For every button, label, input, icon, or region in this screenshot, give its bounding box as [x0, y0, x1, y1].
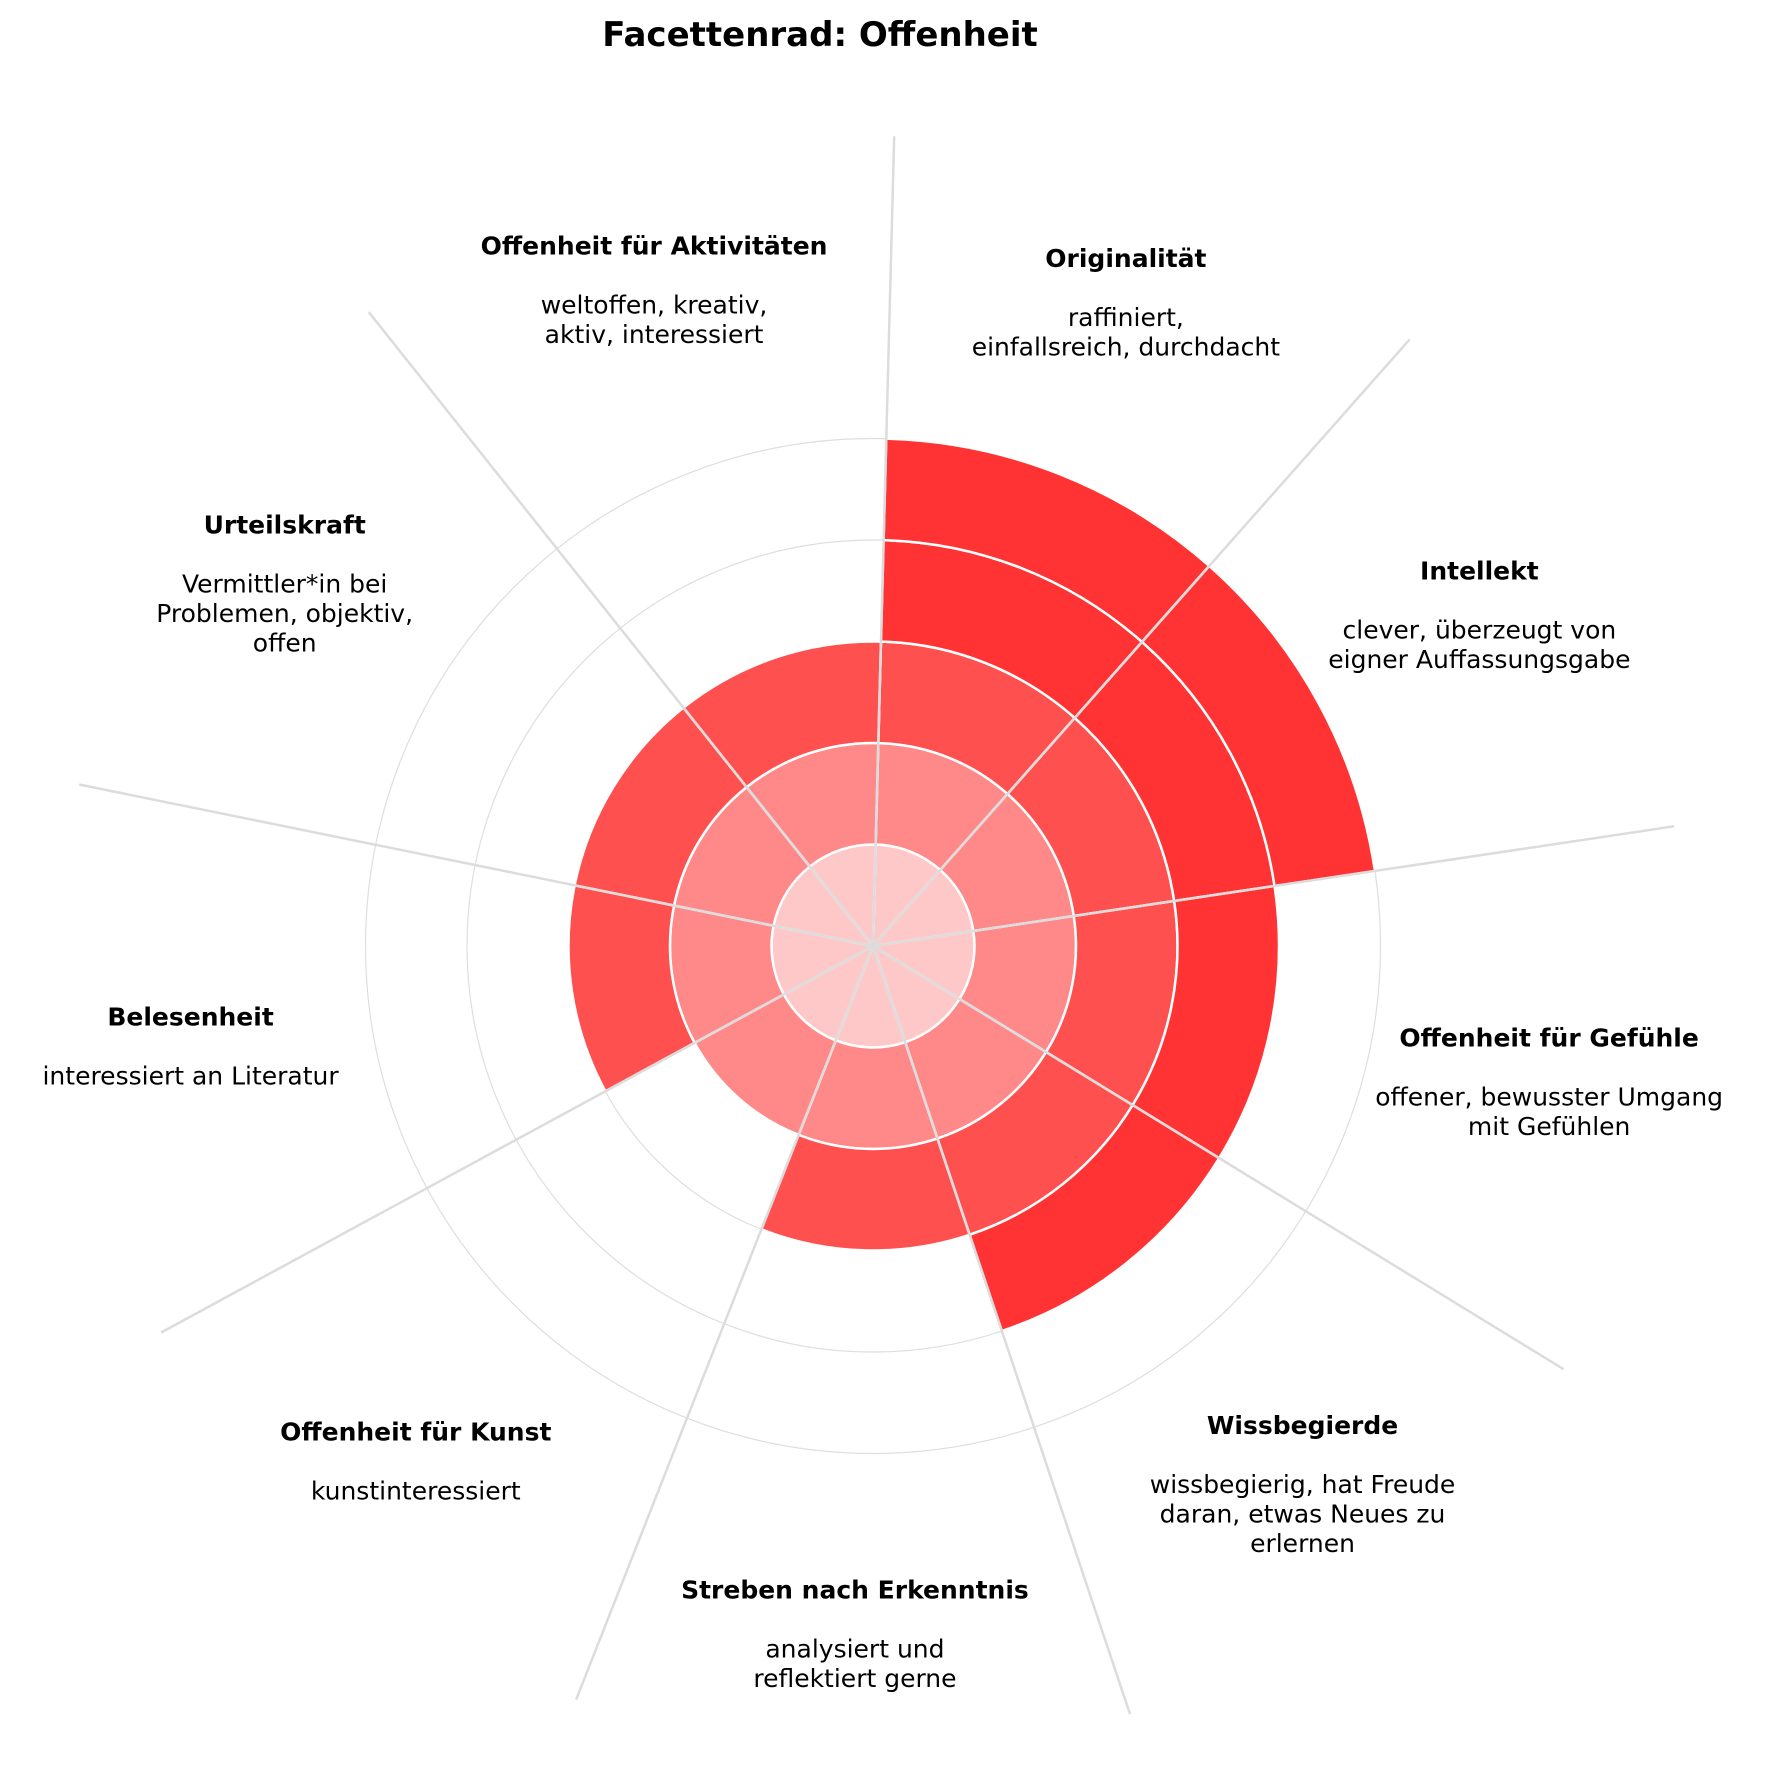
facet-label: Urteilskraft Vermittler*in beiProblemen, …	[156, 510, 413, 657]
facet-description-line: einfallsreich, durchdacht	[972, 332, 1281, 361]
bar-segment	[567, 883, 697, 1093]
facet-description-line: Vermittler*in bei	[182, 569, 387, 598]
facet-description-line: clever, überzeugt von	[1343, 616, 1617, 645]
spoke-line	[367, 311, 874, 947]
facet-description-line: daran, etwas Neues zu	[1160, 1499, 1446, 1528]
spoke-line	[872, 825, 1675, 948]
facet-name: Belesenheit	[107, 1002, 273, 1031]
bars-layer	[567, 437, 1377, 1333]
facet-description-line: weltoffen, kreativ,	[541, 290, 768, 319]
facet-description-line: wissbegierig, hat Freude	[1150, 1470, 1456, 1499]
facet-description-line: aktiv, interessiert	[545, 320, 764, 349]
spoke-line	[871, 945, 1132, 1715]
facet-description-line: Problemen, objektiv,	[156, 599, 413, 628]
grid-circle	[364, 437, 1382, 1455]
facet-description-line: offener, bewusster Umgang	[1375, 1082, 1723, 1111]
facet-name: Wissbegierde	[1207, 1411, 1398, 1440]
facet-description-line: analysiert und	[765, 1635, 944, 1664]
bar-segment	[573, 705, 749, 908]
spoke-line	[872, 338, 1411, 947]
spoke-line	[79, 783, 874, 948]
facet-description-line: interessiert an Literatur	[42, 1061, 339, 1090]
facet-description-line: mit Gefühlen	[1468, 1112, 1630, 1141]
facet-description-line: erlernen	[1250, 1529, 1355, 1558]
bar-segment	[692, 992, 838, 1137]
facet-description-line: raffiniert,	[1068, 303, 1184, 332]
facet-description-line: eigner Auffassungsgabe	[1328, 645, 1630, 674]
chart-title: Facettenrad: Offenheit	[602, 15, 1038, 55]
facet-description-line: kunstinteressiert	[311, 1476, 521, 1505]
facet-label: Streben nach Erkenntnis analysiert undref…	[681, 1576, 1029, 1694]
facet-label: Wissbegierde wissbegierig, hat Freudedara…	[1150, 1411, 1456, 1558]
facet-name: Urteilskraft	[204, 510, 366, 539]
spokes-layer	[79, 136, 1675, 1715]
labels-layer: Originalität raffiniert,einfallsreich, du…	[42, 231, 1723, 1693]
facet-label: Offenheit für Gefühle offener, bewusster …	[1375, 1023, 1723, 1141]
facet-description-line: reflektiert gerne	[753, 1664, 956, 1693]
bar-segment	[681, 640, 883, 789]
facet-label: Belesenheit interessiert an Literatur	[42, 1002, 339, 1090]
facet-name: Offenheit für Kunst	[280, 1417, 551, 1446]
facet-name: Offenheit für Gefühle	[1399, 1023, 1698, 1052]
bar-segment	[759, 1133, 972, 1252]
facet-label: Originalität raffiniert,einfallsreich, du…	[972, 244, 1281, 362]
facet-label: Offenheit für Kunst kunstinteressiert	[280, 1417, 551, 1505]
facet-name: Streben nach Erkenntnis	[681, 1576, 1029, 1605]
spoke-line	[872, 944, 1565, 1371]
spoke-line	[871, 136, 896, 947]
facet-label: Offenheit für Aktivitäten weltoffen, krea…	[481, 231, 828, 349]
spoke-line	[160, 944, 874, 1334]
facet-name: Originalität	[1045, 244, 1206, 273]
facet-description-line: offen	[253, 628, 317, 657]
spoke-line	[574, 945, 875, 1701]
facet-name: Offenheit für Aktivitäten	[481, 231, 828, 260]
facet-name: Intellekt	[1420, 557, 1539, 586]
